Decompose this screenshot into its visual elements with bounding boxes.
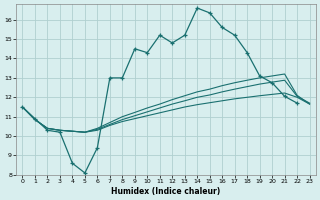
- X-axis label: Humidex (Indice chaleur): Humidex (Indice chaleur): [111, 187, 221, 196]
